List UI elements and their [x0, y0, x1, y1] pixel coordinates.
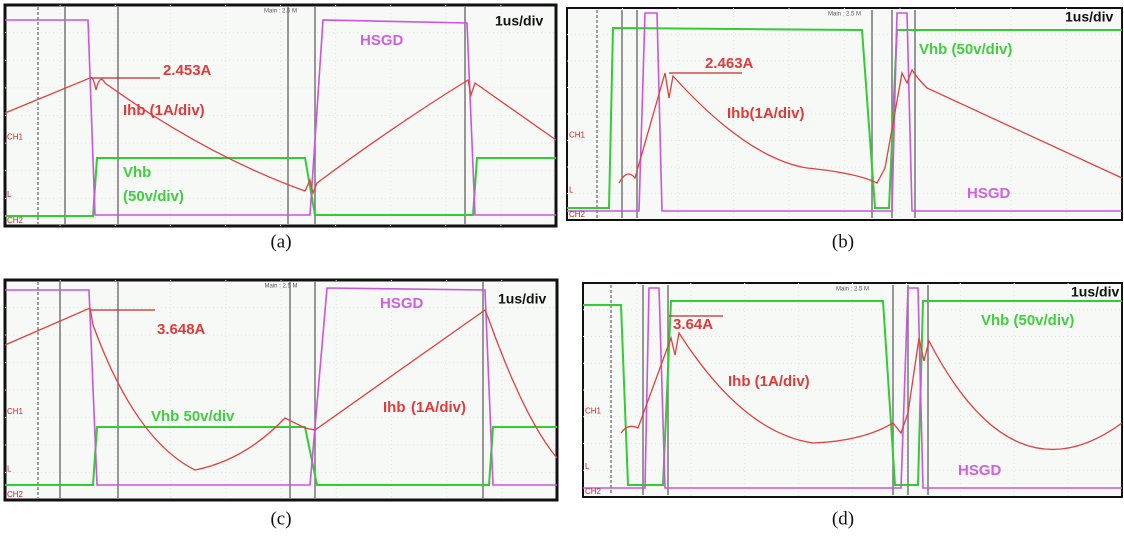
caption: (d): [832, 508, 854, 529]
caption: (a): [270, 231, 291, 252]
timebase: 1us/div: [1065, 9, 1113, 25]
scope-panel: Main : 2.5 M 1us/div CH1 L CH2 3.64A Ihb (1A/d…: [583, 283, 1122, 497]
annotation: (50v/div): [123, 188, 184, 205]
caption: (c): [270, 508, 291, 529]
annotation: HSGD: [360, 32, 404, 49]
channel-marker: CH1: [585, 407, 602, 416]
channel-marker: CH2: [7, 490, 24, 499]
scope-panel: Main : 2.5 M 1us/div CH1 L CH2 2.463A Ihb(1A/d…: [567, 8, 1122, 220]
channel-marker: L: [585, 462, 590, 471]
scope-header: Main : 2.5 M: [828, 12, 861, 18]
annotation: (1A/div): [411, 399, 466, 416]
annotation: 3.648A: [157, 321, 206, 338]
annotation: Ihb (1A/div): [123, 102, 205, 119]
channel-marker: CH1: [7, 407, 24, 416]
timebase: 1us/div: [495, 13, 543, 29]
scope-panel: Main : 2.5 M 1us/div CH1 L CH2 2.453A Ihb (1A/…: [5, 5, 556, 226]
annotation: Vhb: [123, 164, 151, 181]
channel-marker: CH2: [569, 210, 586, 219]
timebase: 1us/div: [1071, 284, 1119, 300]
figure: Main : 2.5 M 1us/div CH1 L CH2 2.453A Ihb (1A/…: [0, 0, 1124, 536]
scope-panel: Main : 2.5 M 1us/div CH1 L CH2 3.648A Vhb 50v/…: [5, 280, 557, 500]
annotation: HSGD: [380, 295, 424, 312]
channel-marker: CH2: [585, 487, 602, 496]
annotation: 3.64A: [673, 316, 713, 333]
annotation: HSGD: [958, 462, 1002, 479]
annotation: Vhb 50v/div: [151, 408, 235, 425]
scope-header: Main : 2.5 M: [264, 9, 297, 15]
annotation: Vhb (50v/div): [981, 312, 1074, 329]
annotation: 2.453A: [163, 62, 212, 79]
channel-marker: CH2: [7, 216, 24, 225]
channel-marker: CH1: [7, 133, 24, 142]
annotation: Vhb (50v/div): [919, 41, 1012, 58]
channel-marker: L: [7, 190, 12, 199]
timebase: 1us/div: [498, 291, 546, 307]
annotation: 2.463A: [705, 55, 754, 72]
annotation: Ihb(1A/div): [727, 105, 805, 122]
scope-header: Main : 2.5 M: [836, 287, 869, 293]
annotation: Ihb: [383, 399, 406, 416]
channel-marker: CH1: [569, 130, 586, 139]
channel-marker: L: [7, 464, 12, 473]
scope-header: Main : 2.5 M: [264, 284, 297, 290]
channel-marker: L: [569, 185, 574, 194]
caption: (b): [832, 231, 854, 252]
annotation: HSGD: [967, 185, 1011, 202]
annotation: Ihb (1A/div): [728, 373, 810, 390]
